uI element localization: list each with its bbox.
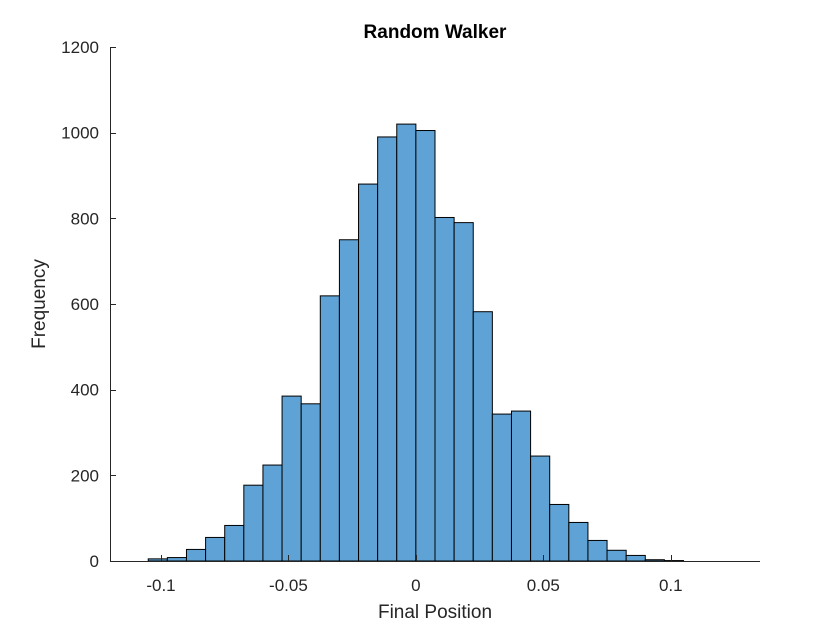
y-tick-label: 400: [71, 381, 99, 400]
histogram-bar: [434, 216, 455, 562]
histogram-bar: [625, 554, 646, 562]
histogram-bar: [396, 123, 417, 562]
histogram-bar: [606, 549, 627, 562]
y-ticks: 0 200 400 600 800 1000 1200: [61, 38, 116, 571]
histogram-bar: [262, 464, 283, 562]
y-axis-label: Frequency: [29, 259, 50, 349]
histogram-bar: [568, 521, 589, 562]
x-tick-label: 0.05: [527, 576, 560, 595]
histogram-bar: [587, 539, 608, 562]
histogram-bar: [453, 222, 474, 562]
x-tick-label: 0.1: [659, 576, 683, 595]
histogram-bar: [319, 295, 340, 562]
y-tick-label: 600: [71, 295, 99, 314]
histogram-bar: [415, 130, 436, 562]
y-tick-label: 1200: [61, 38, 99, 57]
histogram-bar: [300, 403, 321, 562]
histogram-bar: [224, 524, 245, 562]
y-tick-label: 200: [71, 466, 99, 485]
histogram-bar: [510, 410, 532, 562]
histogram-bar: [185, 548, 207, 562]
histogram-bar: [377, 136, 398, 562]
histogram-bar: [281, 395, 302, 562]
x-tick-label: -0.1: [146, 576, 175, 595]
histogram-bar: [530, 455, 551, 562]
histogram-bar: [549, 503, 570, 562]
chart-title: Random Walker: [364, 22, 507, 43]
y-tick-label: 0: [90, 552, 99, 571]
histogram-bar: [243, 484, 264, 562]
x-ticks: -0.1 -0.05 0 0.05 0.1: [146, 555, 683, 595]
histogram-bar: [472, 311, 493, 562]
x-tick-label: -0.05: [269, 576, 308, 595]
x-axis-label: Final Position: [378, 602, 492, 623]
histogram-bars: [147, 123, 685, 562]
histogram-bar: [491, 413, 512, 562]
histogram-bar: [147, 558, 168, 562]
y-tick-label: 1000: [61, 124, 99, 143]
histogram-bar: [338, 239, 360, 562]
histogram-bar: [166, 557, 187, 562]
histogram-bar: [644, 559, 665, 562]
histogram-bar: [358, 183, 379, 562]
histogram-bar: [205, 536, 226, 562]
x-tick-label: 0: [411, 576, 420, 595]
y-tick-label: 800: [71, 209, 99, 228]
